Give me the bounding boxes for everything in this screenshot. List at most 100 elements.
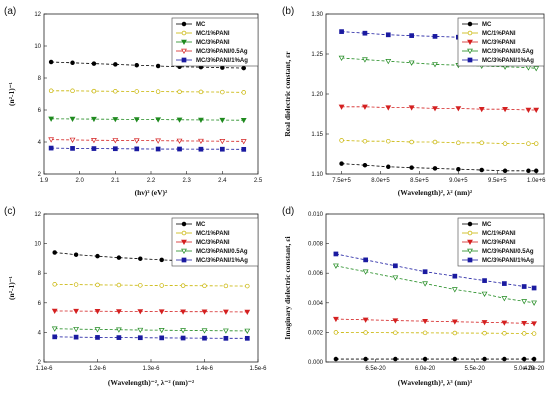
y-tick-label: 6 [38,108,42,114]
y-tick-label: 12 [34,12,41,18]
x-tick-label: 1.0e+6 [527,178,546,184]
data-point [333,330,339,335]
data-point [241,90,246,95]
y-tick-label: 1.20 [311,92,323,98]
panel-label: (b) [282,6,294,17]
legend-marker [181,30,187,36]
data-point [482,278,487,283]
x-tick-label: 1.9 [40,178,49,184]
legend-marker [181,57,187,63]
data-point [339,138,344,143]
legend-marker [181,257,187,263]
data-point [385,59,392,65]
legend-entry: MC/3%PANI/1%Ag [196,58,248,64]
data-point [482,330,487,336]
data-point [409,33,414,38]
x-axis-label: (Wavelength)⁻², λ⁻² (nm)⁻² [108,378,195,387]
x-axis-label: (Wavelength)², λ² (nm)² [398,188,473,197]
data-point [385,105,392,111]
series-line [54,328,248,332]
data-point [137,309,144,315]
data-point [73,308,79,315]
legend-entry: MC/3%PANI/0.5Ag [482,49,534,55]
legend-marker [467,221,473,227]
legend-entry: MC/3%PANI [196,40,230,46]
legend-entry: MC/1%PANI [482,31,516,37]
data-point [362,30,368,36]
legend: MC MC/1%PANI MC/3%PANI MC/3%PANI/0.5Ag MC/3%… [457,217,545,267]
data-point [240,139,247,145]
series-line [51,139,244,142]
data-point [521,321,528,327]
y-tick-label: 12 [34,212,41,218]
data-point [219,117,226,124]
data-point [134,146,140,152]
data-point [363,330,368,335]
plot-frame [325,213,545,363]
x-axis-label: (Wavelength)³, λ³ (nm)³ [398,378,473,387]
data-point [137,327,144,334]
series-2 [48,116,247,124]
data-point [70,146,75,151]
data-point [73,282,79,287]
legend-marker [467,30,473,36]
series-2 [333,316,537,327]
x-tick-label: 6.5e-20 [365,366,386,372]
legend-entry: MC/1%PANI [196,231,230,237]
data-point [202,335,207,341]
data-point [408,105,415,111]
data-point [113,89,118,94]
data-point [91,61,97,66]
panel-0: (a) 1.9 2.0 2.1 2.2 2.3 2.4 2.5 2 4 6 8 10 12 (hν)² (e… [4,6,263,197]
data-point [502,107,508,113]
data-point [52,250,57,255]
data-point [91,88,97,94]
legend-entry: MC [482,22,492,28]
panel-1: (b) 7.5e+5 8.0e+5 8.5e+5 9.0e+5 9.5e+5 1.0e+6 1… [282,6,546,197]
data-point [456,166,461,172]
data-point [362,138,368,144]
x-tick-label: 2.4 [218,178,227,184]
legend: MC MC/1%PANI MC/3%PANI MC/3%PANI/0.5Ag MC/3%… [457,17,545,67]
x-tick-label: 1.1e-6 [35,366,53,372]
data-point [223,309,229,315]
x-tick-label: 9.0e+5 [449,178,468,184]
data-point [155,89,161,94]
x-tick-label: 6.0e-20 [415,366,436,372]
data-point [137,335,143,341]
data-point [180,328,186,334]
data-point [116,327,122,333]
legend: MC MC/1%PANI MC/3%PANI MC/3%PANI/0.5Ag MC/3%… [171,217,259,267]
data-point [362,162,368,168]
data-point [432,62,438,68]
data-point [198,138,204,145]
data-point [223,328,229,334]
data-point [533,107,540,114]
data-point [385,32,391,38]
legend-entry: MC/3%PANI/0.5Ag [196,49,248,55]
data-point [69,116,76,122]
data-point [525,107,532,114]
series-line [341,140,537,145]
data-point [409,165,414,170]
y-tick-label: 10 [34,44,41,50]
data-point [241,147,247,152]
data-point [408,60,415,66]
data-point [180,335,186,341]
series-line [51,90,244,93]
x-tick-label: 5.0e-20 [514,366,535,372]
legend-entry: MC/3%PANI [196,240,230,246]
y-axis-label: (n²-1)⁻¹ [7,82,16,106]
series-1 [339,138,539,146]
legend-entry: MC/3%PANI/1%Ag [196,258,248,264]
data-point [502,331,507,336]
legend-marker [181,39,187,46]
panel-2: (c) 1.1e-6 1.2e-6 1.3e-6 1.4e-6 1.5e-6 2 4 6 8 10 1… [4,206,267,387]
series-4 [48,145,247,152]
data-point [159,257,164,263]
data-point [501,320,508,326]
legend-marker [467,248,473,255]
data-point [198,146,204,152]
data-point [201,309,208,315]
